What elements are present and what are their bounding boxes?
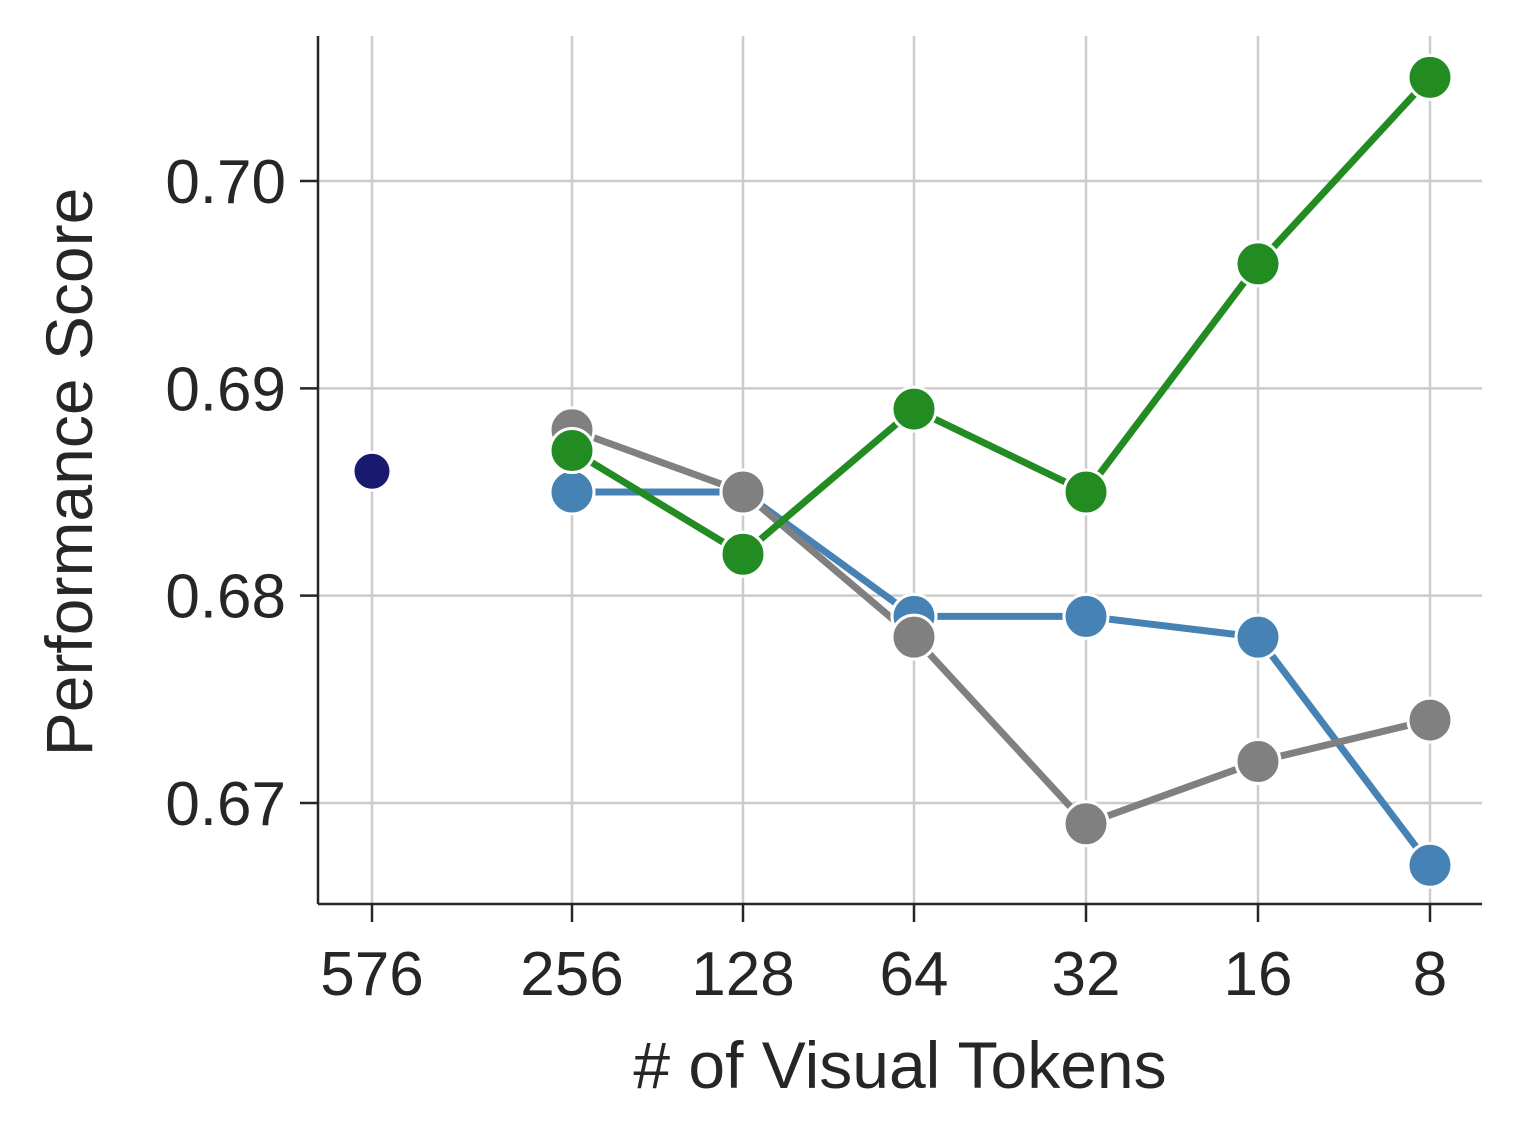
x-tick-label: 8 <box>1413 940 1447 1009</box>
y-tick-label: 0.67 <box>165 770 286 839</box>
x-tick-label: 32 <box>1052 940 1121 1009</box>
x-tick-label: 128 <box>691 940 794 1009</box>
series-point-1 <box>1062 800 1110 848</box>
axis-ticks: 576 256 128 64 32 16 8 0.67 0.68 0.69 0.70 <box>165 148 1447 1009</box>
y-tick-label: 0.69 <box>165 355 286 424</box>
x-tick-label: 576 <box>320 940 423 1009</box>
series-point-0 <box>1062 592 1110 640</box>
series-point-1 <box>719 468 767 516</box>
series-point-1 <box>890 613 938 661</box>
series-point-0 <box>1234 613 1282 661</box>
series-point-2 <box>1234 240 1282 288</box>
x-tick-label: 16 <box>1224 940 1293 1009</box>
series-point-1 <box>1406 696 1454 744</box>
series-point-3 <box>351 450 393 492</box>
series-point-2 <box>890 385 938 433</box>
x-tick-label: 256 <box>520 940 623 1009</box>
series-line-0 <box>572 488 1433 868</box>
series-point-2 <box>1062 468 1110 516</box>
series-point-0 <box>548 468 596 516</box>
series-point-2 <box>719 530 767 578</box>
y-tick-label: 0.70 <box>165 148 286 217</box>
series-point-0 <box>1406 841 1454 889</box>
series-point-1 <box>1234 738 1282 786</box>
series-line-1 <box>570 426 1431 828</box>
y-axis-title: Performance Score <box>32 188 106 757</box>
x-tick-label: 64 <box>880 940 949 1009</box>
x-axis-title: # of Visual Tokens <box>633 1028 1166 1102</box>
series-line-2 <box>570 74 1433 558</box>
series-point-2 <box>1406 53 1454 101</box>
y-tick-label: 0.68 <box>165 563 286 632</box>
series-point-2 <box>548 427 596 475</box>
series-layer <box>351 53 1454 889</box>
